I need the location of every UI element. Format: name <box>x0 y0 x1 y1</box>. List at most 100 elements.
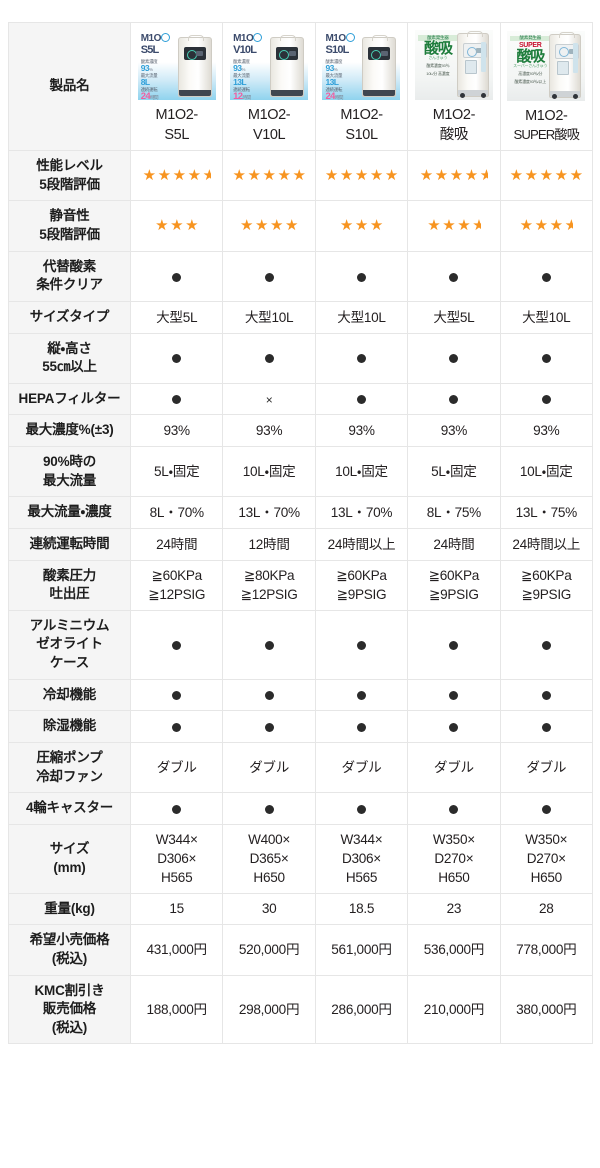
cell-r15-c2: ダブル <box>222 741 316 794</box>
thumbnail-brand-label: M1O <box>233 33 271 44</box>
cell-r1-c2: ★ ★ ★ ★ ★ <box>222 150 316 202</box>
cell-r3-c5 <box>499 250 593 302</box>
table-row: 圧縮ポンプ 冷却ファン ダブル ダブル ダブル ダブル ダブル <box>8 741 593 794</box>
cell-r1-c4: ★ ★ ★ ★ ★ <box>407 150 501 202</box>
star-half-icon: ★ <box>202 168 212 183</box>
star-rating: ★ ★ ★ <box>133 217 220 234</box>
cell-r7-c5: 93% <box>499 414 593 447</box>
cell-r9-c5: 13L・75% <box>499 496 593 529</box>
product-thumbnail: M1O V10L 酸素濃度 93% 最大流量 13L 連続運転 12時間 <box>230 30 309 100</box>
cell-r5-c2 <box>222 332 316 384</box>
thumbnail-spec-name: 連続運転 <box>140 86 158 92</box>
cell-r2-c1: ★ ★ ★ <box>129 200 224 252</box>
thumbnail-super-label: SUPER <box>518 42 542 50</box>
cell-r14-c5 <box>499 710 593 743</box>
thumbnail-spec-name: 連続運転 <box>325 86 343 92</box>
cell-r17-c4: W350× D270× H650 <box>407 823 501 894</box>
star-full-icon: ★ <box>270 217 284 234</box>
cell-r4-c2: 大型10L <box>222 300 316 334</box>
filled-circle-icon <box>172 804 182 814</box>
cell-r17-c5: W350× D270× H650 <box>499 823 593 894</box>
filled-circle-icon <box>541 722 551 732</box>
table-row: 希望小売価格 (税込) 431,000円 520,000円 561,000円 536,00… <box>8 924 593 976</box>
thumbnail-spec-name: 最大流量 <box>140 72 158 78</box>
star-full-icon: ★ <box>285 217 299 234</box>
filled-circle-icon <box>449 804 459 814</box>
cell-r18-c5: 28 <box>499 892 593 926</box>
cell-r16-c1 <box>129 792 224 825</box>
star-half-icon: ★ <box>472 219 481 233</box>
cell-r18-c3: 18.5 <box>314 892 409 926</box>
product-thumbnail: M1O S10L 酸素濃度 93% 最大流量 13L 連続運転 24時間 <box>322 30 401 100</box>
filled-circle-icon <box>172 272 182 282</box>
filled-circle-icon <box>264 354 274 364</box>
cell-r5-c3 <box>314 332 409 384</box>
star-full-icon: ★ <box>569 166 583 184</box>
star-rating: ★ ★ ★ ★ ★ <box>410 166 497 184</box>
row-label-7: 最大濃度%(±3) <box>8 414 131 447</box>
cell-r18-c4: 23 <box>407 892 501 926</box>
cell-r7-c4: 93% <box>407 414 501 447</box>
thumbnail-big-title: 酸吸 <box>424 39 453 57</box>
table-header-row: 製品名 M1O S5L 酸素濃度 93% 最大流量 8L 連続運転 24時間 M1O2- S5L M1… <box>8 21 593 152</box>
product-name: M1O2- V10L <box>247 107 291 143</box>
thumbnail-spec-value: 12時間 <box>233 91 251 100</box>
cell-r20-c1: 188,000円 <box>129 974 224 1045</box>
cell-r8-c4: 5L・固定 <box>407 445 501 498</box>
cell-r4-c4: 大型5L <box>407 300 501 334</box>
filled-circle-icon <box>356 722 366 732</box>
filled-circle-icon <box>541 640 551 650</box>
filled-circle-icon <box>356 691 366 701</box>
cell-r19-c4: 536,000円 <box>407 924 501 976</box>
cell-r2-c2: ★ ★ ★ ★ <box>222 200 316 252</box>
star-full-icon: ★ <box>339 166 354 184</box>
table-row: サイズ (mm) W344× D306× H565 W400× D365× H650 W344×… <box>8 823 593 894</box>
table-row: 最大濃度%(±3) 93% 93% 93% 93% 93% <box>8 414 593 447</box>
cell-r9-c4: 8L・75% <box>407 496 501 529</box>
thumbnail-note: 酸素濃度93％/以上 <box>514 79 547 85</box>
row-label-18: 重量(kg) <box>8 892 131 926</box>
filled-circle-icon <box>172 722 182 732</box>
cell-r11-c4: ≧60KPa ≧9PSIG <box>407 559 501 611</box>
cell-r9-c2: 13L・70% <box>222 496 316 529</box>
cell-r15-c1: ダブル <box>129 741 224 794</box>
thumbnail-top-badge: 酸素発生器 <box>510 36 551 42</box>
thumbnail-wrapper: M1O V10L 酸素濃度 93% 最大流量 13L 連続運転 12時間 <box>225 28 312 100</box>
thumbnail-spec-value: 13L <box>325 77 339 88</box>
cell-r18-c2: 30 <box>222 892 316 926</box>
row-label-15: 圧縮ポンプ 冷却ファン <box>8 741 131 794</box>
star-full-icon: ★ <box>519 217 533 234</box>
table-row: 除湿機能 <box>8 710 593 743</box>
cell-r5-c4 <box>407 332 501 384</box>
star-full-icon: ★ <box>457 217 471 234</box>
cell-r16-c3 <box>314 792 409 825</box>
cell-r20-c3: 286,000円 <box>314 974 409 1045</box>
star-rating: ★ ★ ★ ★ <box>503 217 590 234</box>
filled-circle-icon <box>264 272 274 282</box>
filled-circle-icon <box>541 354 551 364</box>
star-full-icon: ★ <box>509 166 523 184</box>
product-name: M1O2- S10L <box>340 107 383 143</box>
row-label-5: 縦・高さ 55㎝以上 <box>8 332 131 384</box>
star-full-icon: ★ <box>419 166 433 184</box>
product-thumbnail: 酸素発生器 酸吸 さんきゅう 酸素濃度93％ 10L/分 高濃度 <box>414 30 493 100</box>
thumbnail-spec-name: 酸素濃度 <box>233 59 250 64</box>
product-thumbnail: 酸素発生器 SUPER 酸吸 スーパーさんきゅう 高濃度93％/分 酸素濃度93％/以上 <box>507 30 586 101</box>
filled-circle-icon <box>356 804 366 814</box>
product-name: M1O2- SUPER酸吸 <box>513 107 580 143</box>
cell-r6-c1 <box>129 382 224 416</box>
star-half-icon: ★ <box>564 219 574 233</box>
cell-r16-c2 <box>222 792 316 825</box>
thumbnail-model-label: S10L <box>325 44 349 56</box>
table-row: 冷却機能 <box>8 678 593 712</box>
row-label-20: KMC割引き 販売価格 (税込) <box>8 974 131 1045</box>
star-full-icon: ★ <box>185 217 199 234</box>
row-label-13: 冷却機能 <box>8 678 131 712</box>
thumbnail-model-label: S5L <box>140 44 160 56</box>
filled-circle-icon <box>264 722 274 732</box>
star-full-icon: ★ <box>277 166 291 184</box>
star-full-icon: ★ <box>549 217 563 234</box>
cell-r12-c5 <box>499 609 593 680</box>
cell-r4-c3: 大型10L <box>314 300 409 334</box>
star-full-icon: ★ <box>554 166 568 184</box>
